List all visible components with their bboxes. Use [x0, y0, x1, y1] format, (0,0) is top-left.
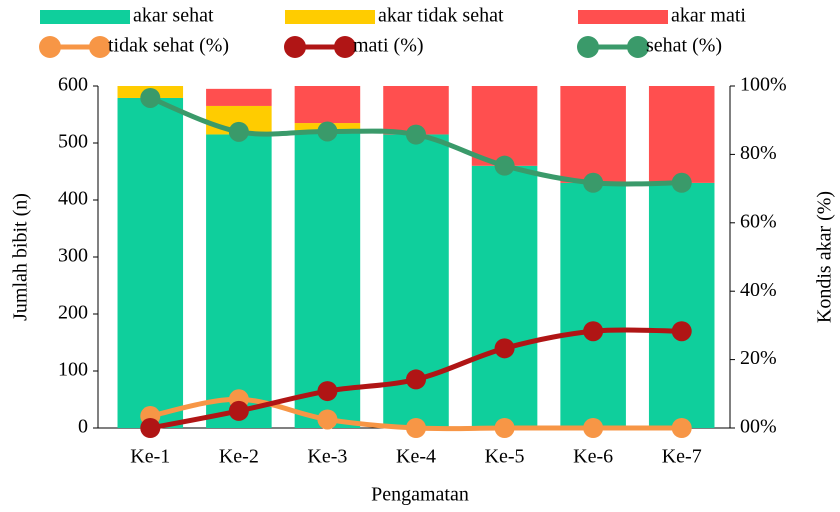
- legend-marker: [627, 36, 649, 58]
- legend-marker: [334, 36, 356, 58]
- bar-segment: [117, 97, 184, 428]
- y-tick-label: 0: [78, 416, 88, 438]
- bar-segment: [560, 182, 626, 428]
- legend-label: mati (%): [353, 35, 424, 57]
- y2-tick-label: 20%: [740, 347, 777, 369]
- y-tick-label: 300: [58, 245, 88, 267]
- y2-tick-label: 00%: [740, 416, 777, 438]
- x-tick-label: Ke-6: [573, 446, 613, 468]
- line-marker: [583, 418, 604, 438]
- x-axis-title: Pengamatan: [371, 484, 469, 506]
- line-marker: [228, 400, 249, 421]
- line-marker: [494, 418, 515, 438]
- bar-segment: [294, 86, 361, 124]
- x-tick-label: Ke-4: [396, 446, 436, 468]
- y-axis-title: Jumlah bibit (n): [10, 193, 32, 321]
- line-marker: [671, 172, 692, 193]
- line-marker: [317, 381, 338, 402]
- legend-label: sehat (%): [646, 35, 722, 57]
- line-marker: [140, 418, 161, 438]
- line-marker: [406, 124, 426, 145]
- x-tick-label: Ke-7: [662, 446, 702, 468]
- x-tick-label: Ke-5: [485, 446, 525, 468]
- y-tick-label: 100: [58, 359, 88, 381]
- line-marker: [406, 418, 426, 438]
- y2-axis-title: Kondis akar (%): [814, 191, 836, 323]
- y2-tick-label: 100%: [740, 74, 787, 96]
- line-marker: [671, 418, 692, 438]
- legend-swatch: [40, 10, 130, 24]
- bar-segment: [648, 182, 715, 428]
- y2-tick-label: 80%: [740, 142, 777, 164]
- line-marker: [671, 321, 692, 342]
- legend-marker: [577, 36, 599, 58]
- bar-segment: [471, 165, 538, 429]
- legend-label: tidak sehat (%): [108, 35, 229, 57]
- legend-swatch: [285, 10, 375, 24]
- x-tick-label: Ke-1: [130, 446, 170, 468]
- bar-segment: [471, 86, 538, 166]
- bar-segment: [206, 134, 272, 428]
- y-tick-label: 200: [58, 302, 88, 324]
- line-marker: [317, 409, 338, 430]
- legend-marker: [284, 36, 306, 58]
- bar-segment: [648, 86, 715, 183]
- legend-label: akar mati: [671, 5, 746, 27]
- y-tick-label: 600: [58, 74, 88, 96]
- line-marker: [140, 87, 161, 108]
- legend-marker: [89, 36, 111, 58]
- y2-tick-label: 40%: [740, 279, 777, 301]
- bar-segment: [294, 131, 361, 428]
- y-tick-label: 500: [58, 131, 88, 153]
- line-marker: [228, 121, 249, 142]
- y2-tick-label: 60%: [740, 210, 777, 232]
- legend-swatch: [578, 10, 668, 24]
- legend-label: akar tidak sehat: [378, 5, 504, 27]
- x-tick-label: Ke-2: [219, 446, 259, 468]
- legend-label: akar sehat: [133, 5, 214, 27]
- bar-segment: [206, 88, 272, 106]
- line-marker: [494, 338, 515, 359]
- x-tick-label: Ke-3: [307, 446, 347, 468]
- legend-marker: [39, 36, 61, 58]
- line-marker: [583, 172, 604, 193]
- line-marker: [583, 321, 604, 342]
- bar-segment: [560, 86, 626, 183]
- line-marker: [406, 369, 426, 390]
- y-tick-label: 400: [58, 188, 88, 210]
- line-marker: [317, 121, 338, 142]
- line-marker: [494, 155, 515, 176]
